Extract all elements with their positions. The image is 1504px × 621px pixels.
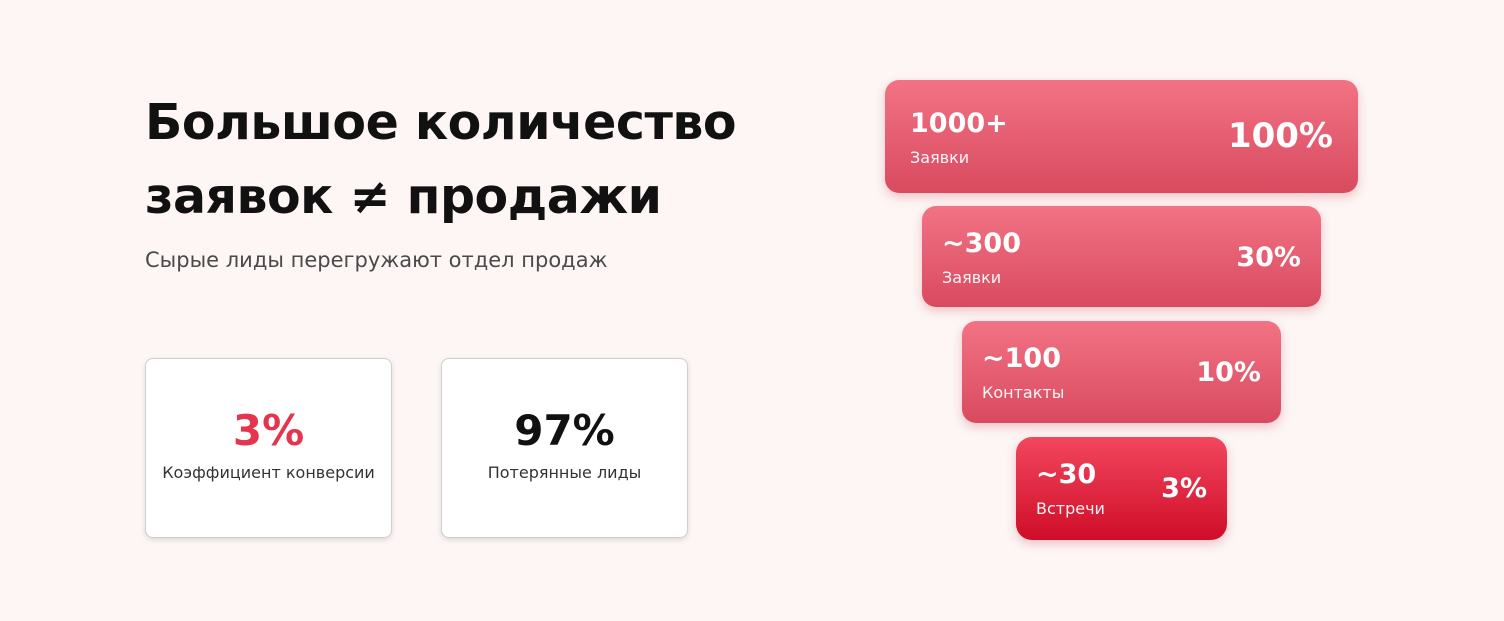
stage-count: ~30	[1036, 459, 1097, 490]
stage-percent: 10%	[1196, 357, 1261, 388]
stage-count: 1000+	[910, 108, 1008, 139]
funnel-stage: ~30 Встречи 3%	[1016, 437, 1227, 540]
stage-label: Контакты	[982, 383, 1065, 402]
subtitle: Сырые лиды перегружают отдел продаж	[145, 248, 608, 272]
stage-count: ~100	[982, 343, 1061, 374]
title-line: Большое количество	[145, 94, 737, 151]
stat-label: Потерянные лиды	[487, 463, 642, 482]
funnel-stage: ~100 Контакты 10%	[962, 321, 1281, 423]
stat-value: 97%	[514, 406, 615, 455]
stage-count: ~300	[942, 228, 1021, 259]
stat-card: 97% Потерянные лиды	[441, 358, 688, 538]
stage-label: Заявки	[942, 268, 1002, 287]
stat-value: 3%	[232, 406, 305, 455]
stat-label: Коэффициент конверсии	[162, 463, 375, 482]
stat-card: 3% Коэффициент конверсии	[145, 358, 392, 538]
funnel-stage: 1000+ Заявки 100%	[885, 80, 1358, 193]
funnel-stage: ~300 Заявки 30%	[922, 206, 1321, 307]
stage-percent: 100%	[1227, 116, 1333, 156]
title: Большое количество заявок ≠ продажи	[145, 86, 737, 234]
stage-percent: 3%	[1161, 473, 1207, 504]
stage-label: Встречи	[1036, 499, 1105, 518]
stage-label: Заявки	[910, 148, 970, 167]
title-line: заявок ≠ продажи	[145, 168, 662, 225]
stage-percent: 30%	[1236, 242, 1301, 273]
